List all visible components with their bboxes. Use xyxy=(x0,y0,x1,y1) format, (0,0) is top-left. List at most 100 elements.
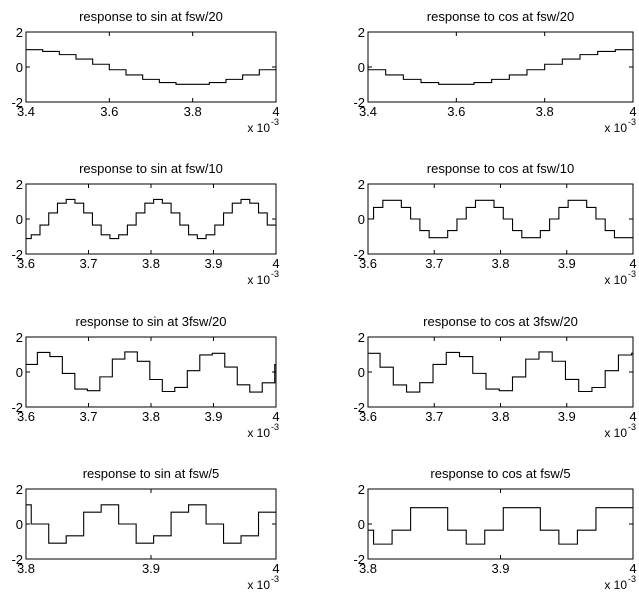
x-tick-label: 3.9 xyxy=(142,561,160,576)
subplot-title: response to sin at fsw/10 xyxy=(79,161,223,176)
subplot-1: response to sin at fsw/20 3.4 3.6 3.8 4 2 0 -2 x… xyxy=(11,9,279,135)
y-tick-label: -2 xyxy=(11,552,23,567)
x-tick-label: 3.4 xyxy=(17,104,35,119)
x-tick-label: 4 xyxy=(272,561,279,576)
x-exponent: -3 xyxy=(628,574,636,584)
plot-frame xyxy=(367,336,634,408)
x-tick-label: 3.8 xyxy=(17,561,35,576)
y-tick-label: 0 xyxy=(16,212,23,227)
y-tick-label: 2 xyxy=(16,25,23,40)
x-tick-label: 3.6 xyxy=(359,409,377,424)
x-tick-label: 3.7 xyxy=(79,256,97,271)
x-tick-label: 3.8 xyxy=(142,409,160,424)
subplot-title: response to cos at fsw/20 xyxy=(427,9,574,24)
subplot-7: response to sin at fsw/5 3.8 3.9 4 2 0 -2 x 10-… xyxy=(11,466,279,592)
x-exponent: -3 xyxy=(271,574,279,584)
x-tick-label: 3.9 xyxy=(558,409,576,424)
y-tick-label: -2 xyxy=(11,95,23,110)
x-tick-label: 3.8 xyxy=(142,256,160,271)
x-exponent-label: x 10 xyxy=(247,121,270,135)
subplot-title: response to sin at 3fsw/20 xyxy=(75,314,226,329)
plot-frame xyxy=(367,183,634,255)
x-exponent-label: x 10 xyxy=(247,273,270,287)
x-tick-label: 4 xyxy=(272,256,279,271)
response-line xyxy=(26,49,276,85)
x-tick-label: 4 xyxy=(272,409,279,424)
y-tick-label: 2 xyxy=(358,177,365,192)
response-line xyxy=(368,351,633,393)
x-tick-label: 3.7 xyxy=(79,409,97,424)
x-tick-label: 3.7 xyxy=(425,256,443,271)
x-exponent: -3 xyxy=(271,422,279,432)
y-tick-label: 2 xyxy=(358,25,365,40)
x-tick-label: 3.9 xyxy=(204,256,222,271)
y-tick-label: 0 xyxy=(16,60,23,75)
response-line xyxy=(368,507,633,545)
y-tick-label: 2 xyxy=(16,482,23,497)
y-tick-label: 0 xyxy=(358,212,365,227)
subplot-8: response to cos at fsw/5 3.8 3.9 4 2 0 -2 x 10-… xyxy=(353,466,636,592)
subplot-5: response to sin at 3fsw/20 3.6 3.7 3.8 3.9 4 2… xyxy=(11,314,279,440)
plot-frame xyxy=(25,488,277,560)
plot-frame xyxy=(367,31,634,103)
plot-frame xyxy=(25,31,277,103)
x-tick-label: 3.4 xyxy=(359,104,377,119)
subplot-2: response to cos at fsw/20 3.4 3.6 3.8 4 2 0 -2 x… xyxy=(353,9,636,135)
x-tick-label: 4 xyxy=(629,104,636,119)
x-exponent-label: x 10 xyxy=(604,578,627,592)
x-exponent: -3 xyxy=(628,117,636,127)
x-tick-label: 3.6 xyxy=(100,104,118,119)
y-tick-label: 2 xyxy=(16,177,23,192)
response-line xyxy=(26,198,276,240)
x-tick-label: 3.9 xyxy=(204,409,222,424)
y-tick-label: -2 xyxy=(353,247,365,262)
subplot-title: response to cos at fsw/5 xyxy=(430,466,570,481)
x-tick-label: 3.9 xyxy=(558,256,576,271)
x-exponent: -3 xyxy=(271,269,279,279)
plot-frame xyxy=(25,336,277,408)
y-tick-label: -2 xyxy=(353,552,365,567)
response-line xyxy=(367,49,633,85)
x-tick-label: 3.6 xyxy=(17,409,35,424)
y-tick-label: -2 xyxy=(353,95,365,110)
x-exponent-label: x 10 xyxy=(247,426,270,440)
x-exponent: -3 xyxy=(271,117,279,127)
x-exponent-label: x 10 xyxy=(604,426,627,440)
y-tick-label: 0 xyxy=(358,60,365,75)
plot-frame xyxy=(25,183,277,255)
x-tick-label: 3.8 xyxy=(491,409,509,424)
x-tick-label: 4 xyxy=(629,561,636,576)
x-tick-label: 3.7 xyxy=(425,409,443,424)
x-exponent: -3 xyxy=(628,422,636,432)
x-tick-label: 4 xyxy=(629,256,636,271)
y-tick-label: 0 xyxy=(16,365,23,380)
subplot-title: response to sin at fsw/20 xyxy=(79,9,223,24)
x-tick-label: 3.8 xyxy=(491,256,509,271)
subplot-title: response to cos at fsw/10 xyxy=(427,161,574,176)
subplot-6: response to cos at 3fsw/20 3.6 3.7 3.8 3.9 4 2… xyxy=(353,314,636,440)
subplot-3: response to sin at fsw/10 3.6 3.7 3.8 3.9 4 2 0… xyxy=(11,161,279,287)
x-tick-label: 3.6 xyxy=(17,256,35,271)
x-tick-label: 3.8 xyxy=(536,104,554,119)
y-tick-label: 2 xyxy=(358,330,365,345)
y-tick-label: 0 xyxy=(16,517,23,532)
x-tick-label: 3.8 xyxy=(359,561,377,576)
x-exponent-label: x 10 xyxy=(247,578,270,592)
y-tick-label: -2 xyxy=(11,400,23,415)
x-tick-label: 4 xyxy=(272,104,279,119)
y-tick-label: -2 xyxy=(11,247,23,262)
x-tick-label: 4 xyxy=(629,409,636,424)
x-tick-label: 3.6 xyxy=(447,104,465,119)
response-line xyxy=(368,199,633,239)
x-exponent-label: x 10 xyxy=(604,121,627,135)
x-tick-label: 3.6 xyxy=(359,256,377,271)
y-tick-label: 0 xyxy=(358,517,365,532)
response-line xyxy=(26,351,276,393)
subplot-title: response to sin at fsw/5 xyxy=(83,466,220,481)
plot-frame xyxy=(367,488,634,560)
y-tick-label: 2 xyxy=(358,482,365,497)
y-tick-label: 2 xyxy=(16,330,23,345)
x-tick-label: 3.8 xyxy=(184,104,202,119)
response-line xyxy=(26,504,276,544)
